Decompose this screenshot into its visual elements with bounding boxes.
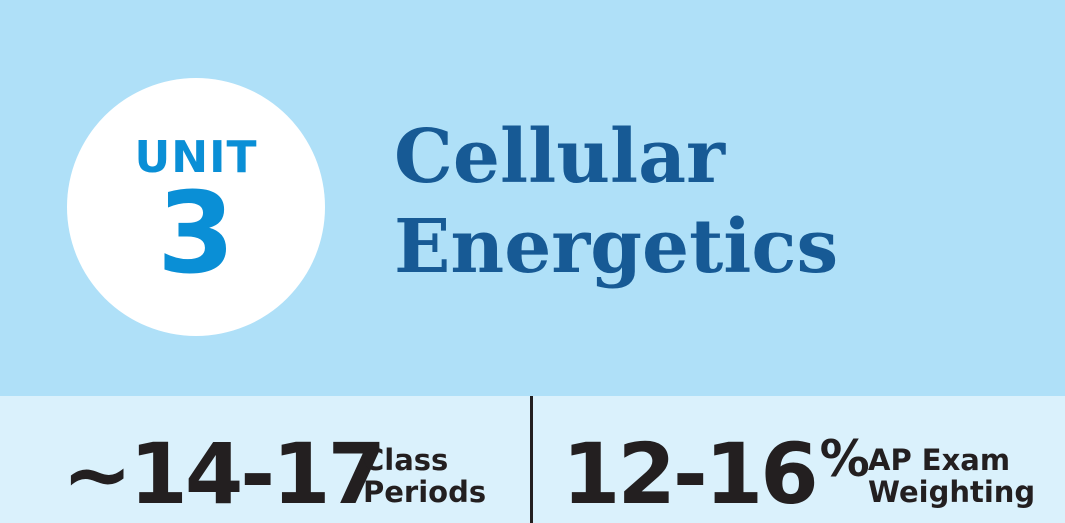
unit-title-line-1: Cellular (394, 114, 726, 200)
percent-sign: % (819, 430, 870, 488)
unit-stats-bar: ~14-17 Class Periods 12-16% AP Exam Weig… (0, 396, 1065, 523)
class-periods-label: Class Periods (363, 444, 486, 508)
stats-divider (530, 396, 533, 523)
unit-label: UNIT (134, 132, 258, 183)
class-periods-label-line-2: Periods (363, 475, 487, 509)
exam-weighting-number: 12-16 (562, 425, 819, 523)
unit-title: Cellular Energetics (394, 112, 838, 292)
exam-weighting-label-line-2: Weighting (868, 475, 1036, 509)
unit-badge: UNIT 3 (67, 78, 325, 336)
unit-header: UNIT 3 Cellular Energetics (0, 0, 1065, 396)
class-periods-value: ~14-17 (62, 425, 386, 523)
exam-weighting-label-line-1: AP Exam (868, 443, 1011, 477)
class-periods-label-line-1: Class (363, 443, 449, 477)
unit-title-line-2: Energetics (394, 204, 839, 290)
exam-weighting-label: AP Exam Weighting (868, 444, 1035, 508)
unit-number: 3 (157, 169, 235, 299)
exam-weighting-value: 12-16% (562, 430, 870, 516)
